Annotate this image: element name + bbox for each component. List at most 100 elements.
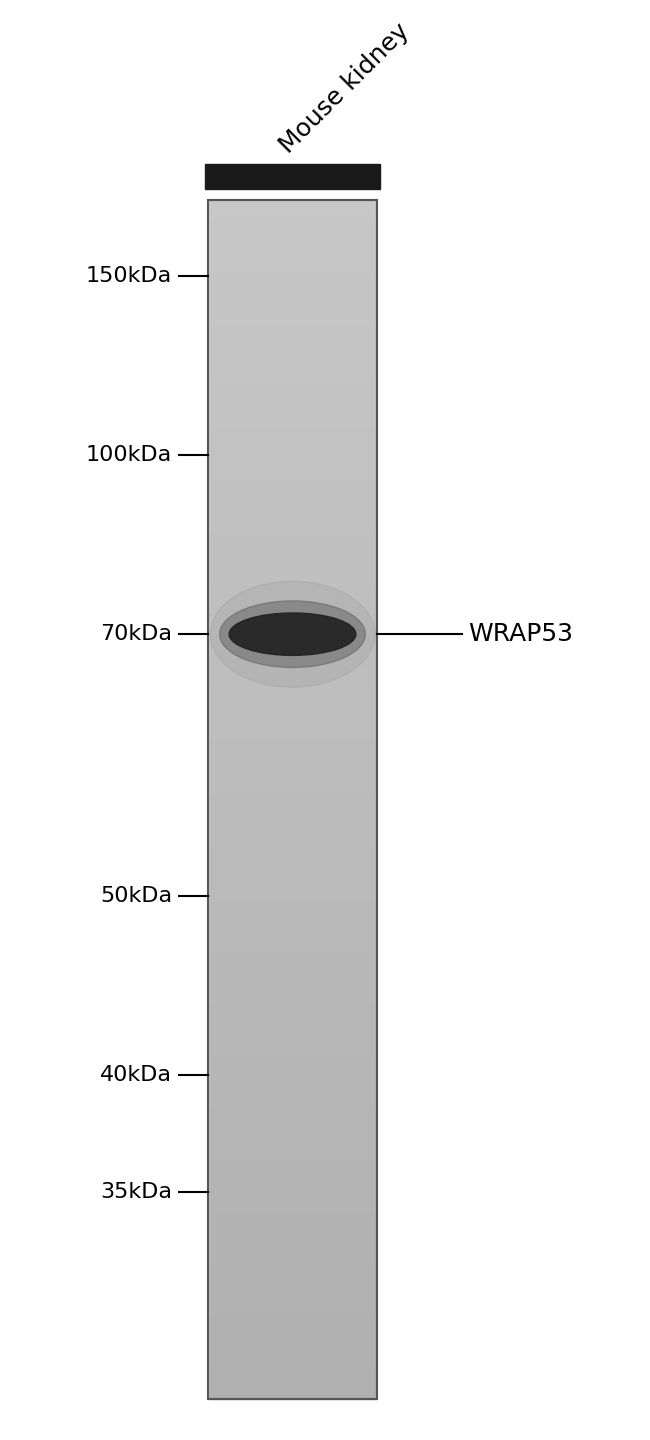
Bar [208,252,377,256]
Bar [208,844,377,847]
Bar [208,1130,377,1135]
Bar [208,547,377,552]
Bar [208,484,377,488]
Bar [208,444,377,448]
Bar [208,1071,377,1076]
Bar [208,504,377,508]
Bar [208,1319,377,1323]
Bar [208,297,377,300]
Bar [208,1326,377,1331]
Bar [208,567,377,572]
Bar [208,376,377,380]
Bar [208,1236,377,1238]
Bar [208,200,377,204]
Bar [208,752,377,756]
Bar [208,1274,377,1279]
Bar [208,396,377,400]
Bar [208,500,377,504]
Bar [208,1155,377,1159]
Bar [208,1375,377,1378]
Bar [208,360,377,364]
Bar [208,317,377,320]
Bar [208,723,377,727]
Bar [208,387,377,392]
Bar [208,608,377,612]
Ellipse shape [220,600,365,668]
Bar [208,932,377,936]
Bar [208,456,377,459]
Bar [208,1227,377,1231]
Bar [208,955,377,959]
Bar [208,959,377,963]
Bar [208,1342,377,1346]
Bar [208,824,377,828]
Bar [208,1056,377,1060]
Bar [208,1395,377,1398]
Bar [208,1135,377,1139]
Bar [208,544,377,547]
Bar [208,759,377,763]
Bar [208,1139,377,1143]
Bar [208,1279,377,1283]
Bar [208,432,377,436]
Bar [208,648,377,652]
Bar [208,1083,377,1087]
Ellipse shape [229,613,356,655]
Bar [208,919,377,923]
Bar [208,1043,377,1047]
Bar [208,776,377,779]
Bar [208,652,377,655]
Bar [208,1391,377,1395]
Bar [208,1020,377,1024]
Bar [208,268,377,272]
Bar [208,1362,377,1367]
Bar [208,707,377,711]
Bar [208,1060,377,1063]
Bar [208,405,377,408]
Bar [208,612,377,616]
Bar [208,1290,377,1295]
Text: 70kDa: 70kDa [100,624,172,644]
Bar [208,1164,377,1166]
Bar [208,999,377,1004]
Bar [208,468,377,472]
Bar [208,1259,377,1263]
Bar [208,236,377,240]
Bar [208,624,377,628]
Bar [208,644,377,648]
Bar [208,552,377,556]
Bar [208,1195,377,1200]
Bar [208,475,377,480]
Bar [208,588,377,592]
Bar [208,583,377,588]
Bar [208,340,377,344]
Bar [208,1200,377,1202]
Bar [208,288,377,292]
Bar [208,896,377,900]
Bar [208,1267,377,1272]
Bar [208,747,377,752]
Bar [208,943,377,948]
Bar [208,903,377,907]
Bar [208,628,377,632]
Bar [208,867,377,871]
Bar [0,62,208,1440]
Bar [208,264,377,268]
Bar [208,668,377,671]
Bar [208,459,377,464]
Bar [208,272,377,276]
Bar [208,975,377,979]
Bar [208,655,377,660]
Bar [208,851,377,855]
Bar [208,344,377,348]
Bar [208,887,377,891]
Bar [208,400,377,405]
Bar [208,528,377,531]
Bar [208,1092,377,1094]
Bar [208,864,377,867]
Bar [208,704,377,707]
Bar [208,328,377,333]
Bar [208,1171,377,1175]
Bar [208,815,377,819]
Bar [208,452,377,456]
